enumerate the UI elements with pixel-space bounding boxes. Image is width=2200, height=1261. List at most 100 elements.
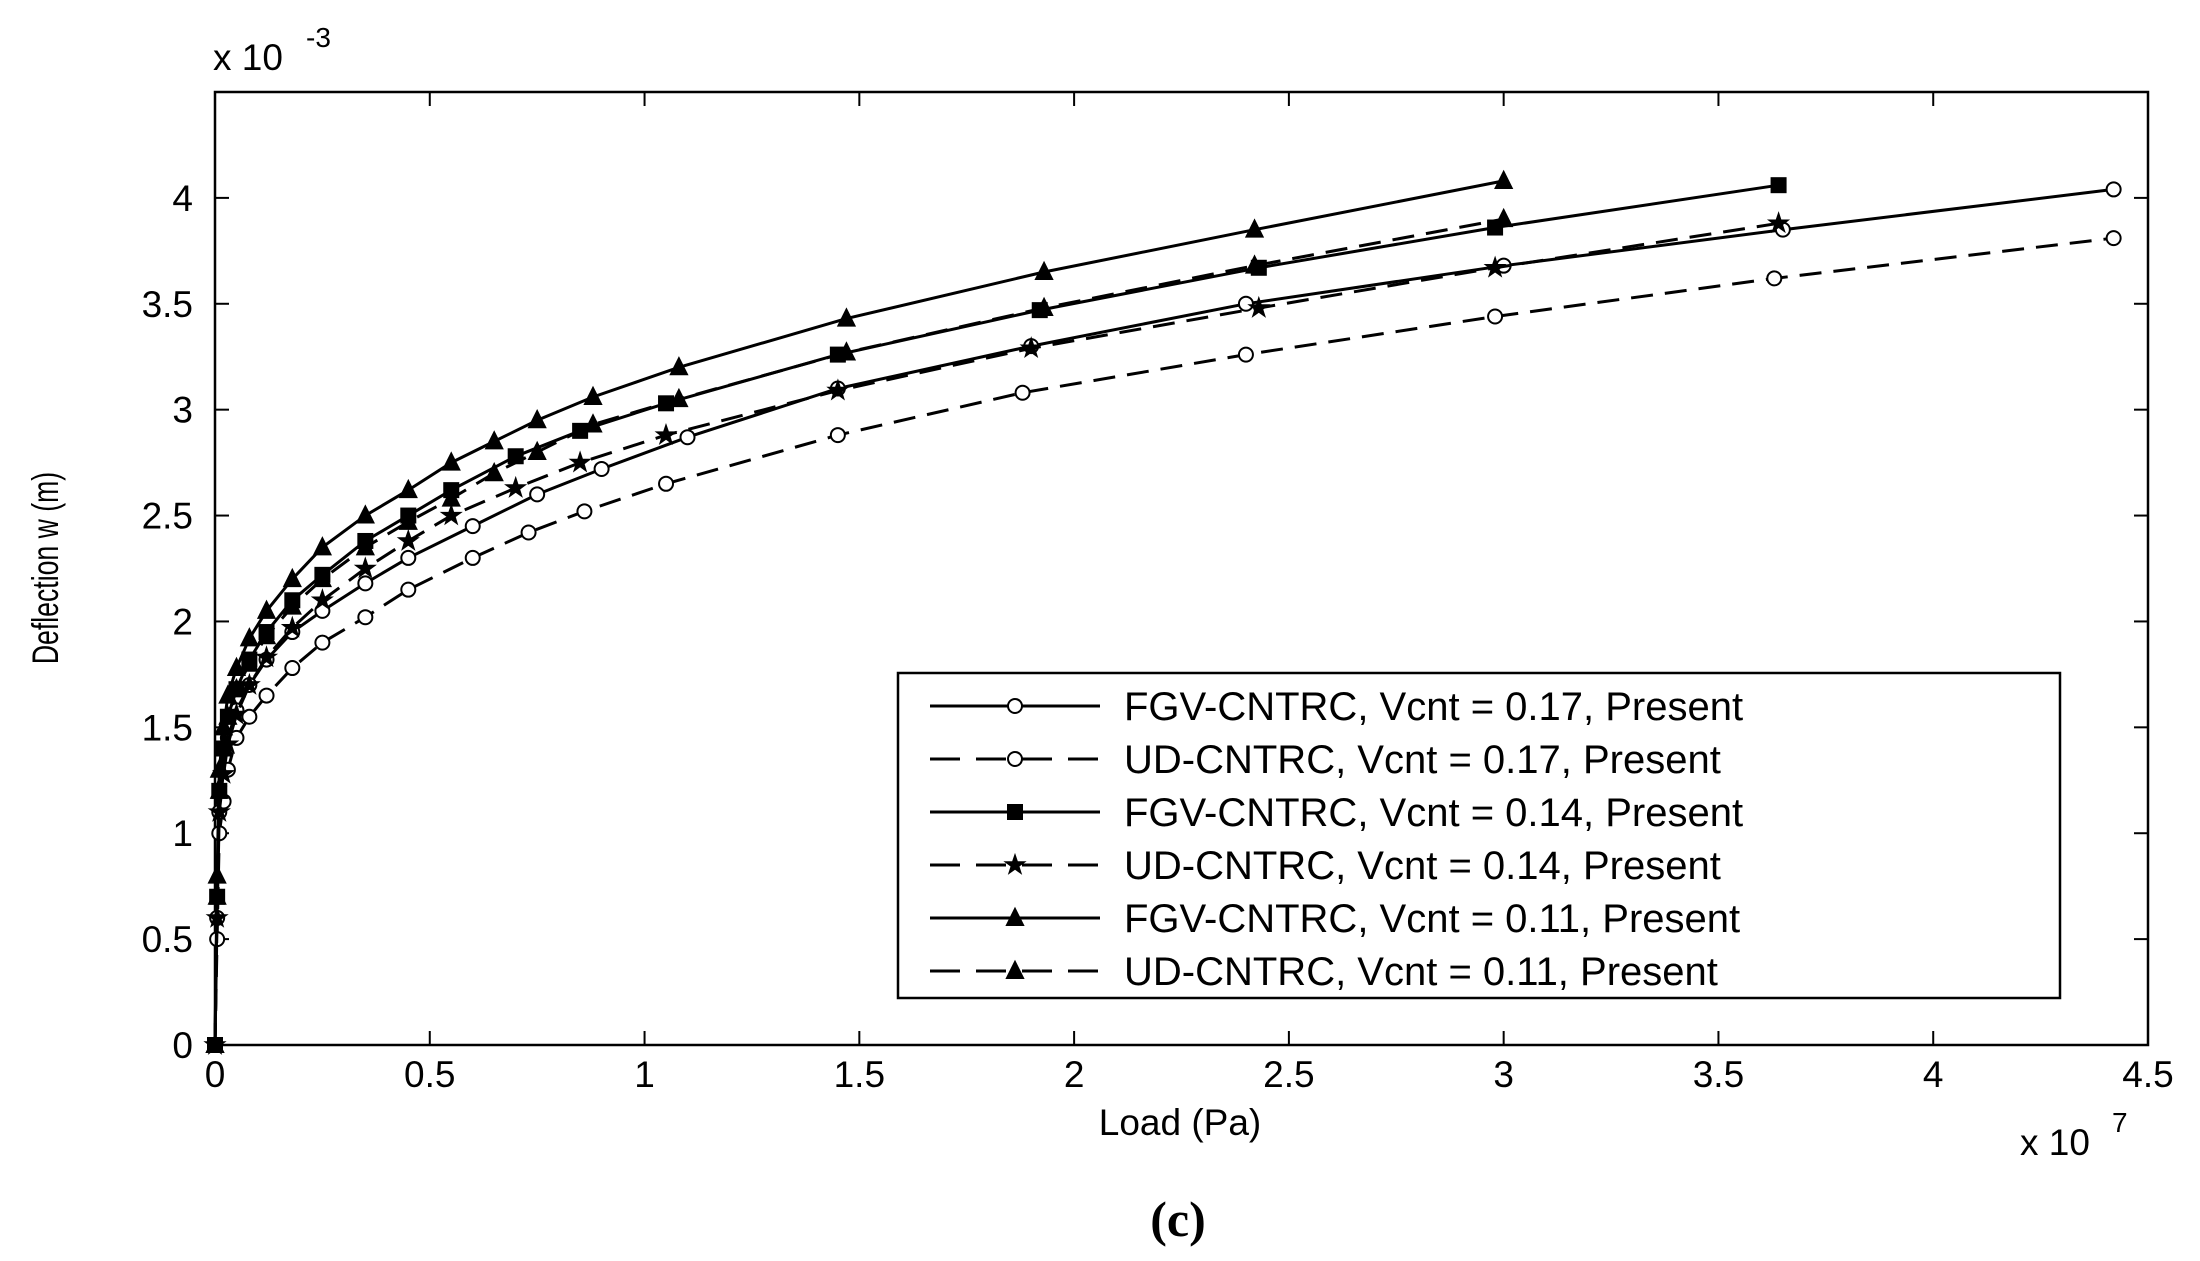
x-multiplier: x 10 7 [2020,1107,2128,1163]
data-point-star [504,475,528,498]
data-point-circle [679,429,696,446]
data-point-circle [1007,751,1023,767]
data-point-triangle [1034,260,1054,281]
data-point-triangle [1034,296,1054,317]
data-point-triangle [213,737,234,757]
data-point-circle [357,609,374,626]
data-point-triangle [583,385,603,405]
legend-label: FGV-CNTRC, Vcnt = 0.17, Present [1124,685,1743,729]
data-point-triangle [209,758,229,778]
data-point-triangle [441,487,461,507]
data-point-triangle [239,627,259,647]
data-point-star [237,672,261,695]
data-point-circle [520,524,537,541]
data-point-star [1247,295,1271,318]
legend: FGV-CNTRC, Vcnt = 0.17, Present UD-CNTRC,… [896,671,2062,1000]
data-point-star [1003,852,1027,875]
y-tick-label: 0 [172,1025,193,1066]
data-point-circle [1007,698,1023,714]
data-point-triangle [1244,254,1265,274]
x-tick-label: 2.5 [1263,1054,1314,1095]
data-point-circle [1766,270,1783,287]
series-layer [203,169,2122,1055]
y-tick-label: 3.5 [142,284,193,325]
data-point-circle [258,687,275,704]
x-multiplier-base: x 10 [2020,1122,2090,1163]
y-tick-label: 2.5 [142,496,193,537]
data-point-triangle [312,567,333,588]
data-point-triangle [207,885,227,905]
y-tick-label: 3 [172,390,193,431]
data-point-circle [529,486,546,503]
data-point-square [1770,177,1787,194]
data-point-triangle [218,705,238,725]
data-point-star [353,556,377,579]
data-point-circle [400,581,417,598]
data-point-star [826,378,850,401]
data-point-circle [829,427,846,444]
y-axis-label: Deflection w (m) [25,472,66,664]
data-point-circle [658,475,675,492]
x-tick-label: 0 [205,1054,226,1095]
legend-entry: UD-CNTRC, Vcnt = 0.17, Present [930,738,1721,782]
data-point-circle [576,503,593,520]
data-point-star [1766,211,1791,234]
y-multiplier: x 10 -3 [213,22,331,78]
legend-entry: FGV-CNTRC, Vcnt = 0.11, Present [930,897,1740,941]
series-6 [205,207,1514,1053]
data-point-triangle [355,504,375,524]
x-tick-label: 1 [634,1054,655,1095]
legend-entry: UD-CNTRC, Vcnt = 0.14, Present [930,844,1721,888]
data-point-triangle [1494,207,1514,228]
data-point-star [654,422,678,445]
data-point-star [568,450,592,473]
data-point-circle [2105,230,2122,247]
y-tick-label: 1 [172,813,193,854]
legend-label: UD-CNTRC, Vcnt = 0.11, Present [1124,950,1718,994]
data-point-triangle [256,599,277,619]
data-point-triangle [669,356,689,376]
legend-label: FGV-CNTRC, Vcnt = 0.14, Present [1124,791,1743,835]
data-point-triangle [583,413,603,433]
y-multiplier-exp: -3 [306,22,331,53]
x-tick-label: 3 [1493,1054,1514,1095]
data-point-triangle [1005,959,1025,979]
data-point-circle [593,460,610,477]
legend-entry: FGV-CNTRC, Vcnt = 0.17, Present [930,685,1743,729]
data-point-triangle [282,567,302,588]
data-point-triangle [398,510,418,530]
data-point-triangle [1005,906,1025,926]
data-point-triangle [1494,169,1514,189]
figure-caption: (c) [1150,1191,1206,1247]
legend-label: FGV-CNTRC, Vcnt = 0.11, Present [1124,897,1740,941]
data-point-star [439,503,463,526]
x-tick-label: 4.5 [2122,1054,2173,1095]
data-point-circle [2105,181,2122,198]
data-point-circle [464,518,481,535]
data-point-star [396,528,420,551]
data-point-circle [284,660,301,677]
data-point-triangle [484,430,504,450]
data-point-circle [314,634,331,651]
legend-entry: FGV-CNTRC, Vcnt = 0.14, Present [930,791,1743,835]
y-tick-label: 4 [172,178,193,219]
data-point-triangle [239,652,259,672]
data-point-circle [464,549,481,566]
legend-label: UD-CNTRC, Vcnt = 0.14, Present [1124,844,1721,888]
x-multiplier-exp: 7 [2112,1107,2128,1138]
data-point-triangle [527,440,547,461]
x-tick-label: 2 [1064,1054,1085,1095]
data-point-triangle [441,451,461,471]
y-tick-label: 0.5 [142,919,193,960]
data-point-triangle [355,536,375,556]
data-point-star [1019,336,1043,359]
series-4 [203,211,1791,1055]
legend-entry: UD-CNTRC, Vcnt = 0.11, Present [930,950,1718,994]
data-point-circle [1014,384,1031,401]
x-tick-label: 1.5 [834,1054,885,1095]
data-point-circle [1237,346,1254,363]
y-tick-label: 2 [172,601,193,642]
data-point-star [1483,255,1507,278]
data-point-circle [357,575,374,592]
